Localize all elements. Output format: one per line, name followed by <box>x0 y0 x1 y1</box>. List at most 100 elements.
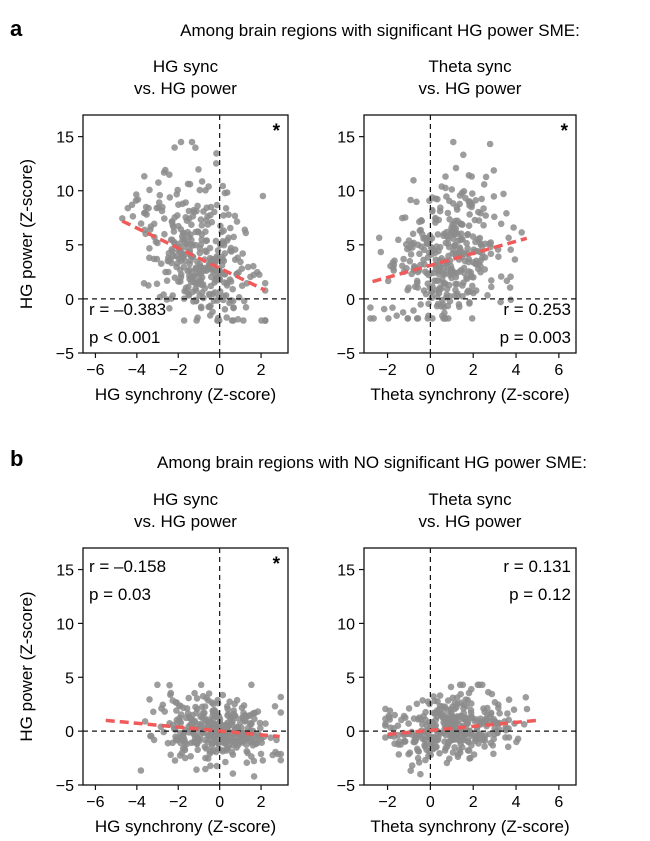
data-point <box>162 268 169 276</box>
data-point <box>410 307 417 314</box>
data-point <box>367 304 374 311</box>
data-point <box>470 731 477 739</box>
data-point <box>213 274 221 282</box>
data-point <box>277 756 285 764</box>
data-point <box>497 220 505 228</box>
data-point <box>507 296 515 304</box>
plot-title-line: vs. HG power <box>134 79 237 98</box>
data-point <box>160 728 167 736</box>
data-point <box>166 194 174 201</box>
data-point <box>481 734 488 742</box>
data-point <box>205 183 212 190</box>
data-point <box>161 230 168 238</box>
data-point <box>212 237 220 245</box>
data-point <box>145 282 152 289</box>
data-point <box>234 316 242 323</box>
data-point <box>425 271 433 279</box>
data-point <box>259 192 267 200</box>
data-point <box>457 699 465 707</box>
data-point <box>155 199 163 206</box>
data-point <box>250 262 257 270</box>
data-point <box>201 703 209 710</box>
data-point <box>233 744 240 751</box>
data-point <box>202 247 209 255</box>
data-point <box>169 739 176 747</box>
data-point <box>251 715 258 723</box>
data-point <box>230 707 237 714</box>
data-point <box>458 189 466 197</box>
data-point <box>217 222 224 230</box>
data-point <box>469 233 477 240</box>
data-point <box>133 191 140 198</box>
data-point <box>442 173 449 180</box>
data-point <box>445 315 452 322</box>
data-point <box>225 211 232 218</box>
data-point <box>435 267 442 275</box>
data-point <box>399 214 406 222</box>
data-point <box>206 292 213 299</box>
plot-title-line: vs. HG power <box>419 512 522 531</box>
data-point <box>137 767 145 774</box>
stat-r-value: r = –0.158 <box>89 557 166 576</box>
data-point <box>414 279 421 287</box>
data-point <box>248 681 255 689</box>
data-point <box>490 715 498 723</box>
data-point <box>443 228 451 236</box>
data-point <box>480 205 487 212</box>
data-point <box>391 711 399 719</box>
data-point <box>477 240 484 247</box>
data-point <box>221 189 229 197</box>
x-tick-label: −2 <box>378 362 396 379</box>
data-point <box>190 208 198 216</box>
data-point <box>262 720 269 727</box>
data-point <box>415 714 423 721</box>
data-point <box>446 197 453 205</box>
plot-a-right: Theta sync vs. HG power −2 0 2 4 6 −5 0 5 10 15 Thet… <box>337 57 577 404</box>
data-point <box>171 274 179 282</box>
data-point <box>168 236 176 244</box>
data-point <box>244 749 251 757</box>
data-point <box>153 280 161 288</box>
y-axis-label: HG power (Z-score) <box>17 159 36 309</box>
data-point <box>419 697 426 704</box>
data-point <box>434 231 442 238</box>
data-point <box>205 261 213 268</box>
plot-title-line: HG sync <box>153 490 219 509</box>
data-point <box>198 222 206 229</box>
data-point <box>407 196 414 204</box>
stat-p-value: p = 0.003 <box>500 328 571 347</box>
data-point <box>472 716 480 723</box>
data-point <box>414 754 422 762</box>
data-point <box>229 285 236 293</box>
x-tick-label: −2 <box>169 362 187 379</box>
data-point <box>192 265 199 273</box>
data-point <box>141 226 148 234</box>
data-point <box>444 302 452 310</box>
data-point <box>188 138 196 146</box>
data-point <box>464 718 471 725</box>
data-point <box>160 291 167 298</box>
data-point <box>488 283 495 291</box>
data-point <box>478 195 486 203</box>
data-point <box>207 273 215 281</box>
data-point <box>271 703 279 710</box>
data-point <box>424 254 432 261</box>
data-point <box>229 713 236 721</box>
data-point <box>170 228 178 235</box>
data-point <box>511 256 519 263</box>
data-point <box>176 752 184 759</box>
y-tick-label: 0 <box>346 724 355 741</box>
data-point <box>441 271 448 278</box>
data-point <box>235 739 242 746</box>
data-point <box>155 204 162 211</box>
scatter-points <box>367 138 525 322</box>
data-point <box>204 738 212 746</box>
data-point <box>497 273 505 280</box>
data-point <box>196 186 204 194</box>
data-point <box>190 718 198 726</box>
data-point <box>447 732 454 740</box>
data-point <box>179 737 187 744</box>
data-point <box>451 744 458 751</box>
data-point <box>222 205 230 212</box>
